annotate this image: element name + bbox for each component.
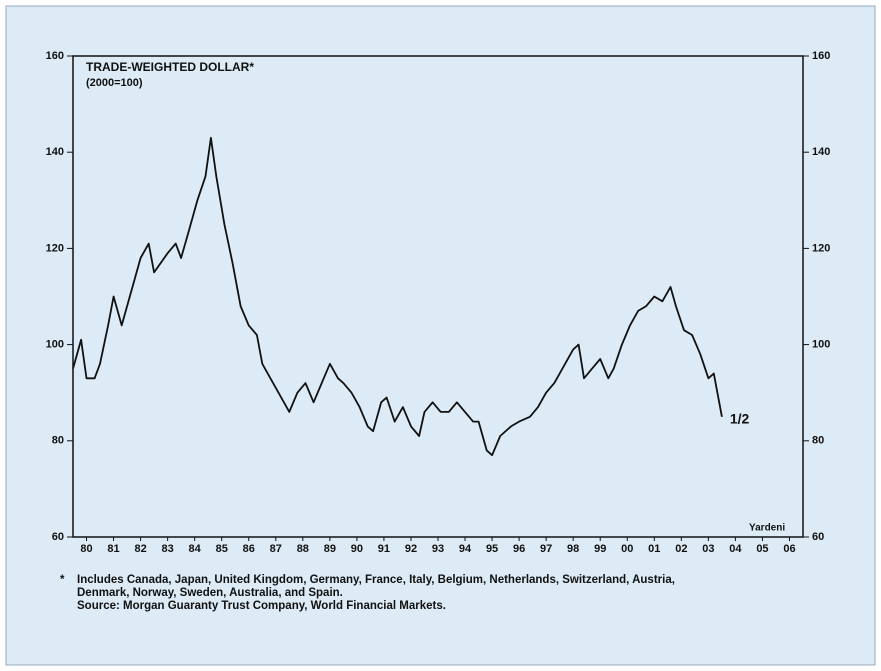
y2-tick-label: 100 <box>812 339 830 351</box>
x-tick-label: 04 <box>729 543 742 555</box>
x-tick-label: 96 <box>513 543 525 555</box>
source-note: Source: Morgan Guaranty Trust Company, W… <box>77 600 446 612</box>
x-tick-label: 95 <box>486 543 498 555</box>
x-tick-label: 03 <box>702 543 714 555</box>
y2-tick-label: 80 <box>812 435 824 447</box>
x-tick-label: 92 <box>405 543 417 555</box>
x-tick-label: 89 <box>324 543 336 555</box>
chart-subtitle: (2000=100) <box>86 77 143 89</box>
x-tick-label: 80 <box>80 543 92 555</box>
y-tick-label: 120 <box>46 242 64 254</box>
x-tick-label: 81 <box>107 543 119 555</box>
x-tick-label: 05 <box>756 543 768 555</box>
background <box>5 5 876 666</box>
y2-tick-label: 120 <box>812 242 830 254</box>
x-tick-label: 86 <box>243 543 255 555</box>
y2-tick-label: 60 <box>812 531 824 543</box>
x-tick-label: 88 <box>297 543 309 555</box>
x-tick-label: 87 <box>270 543 282 555</box>
footnote: Includes Canada, Japan, United Kingdom, … <box>77 574 675 586</box>
x-tick-label: 83 <box>162 543 174 555</box>
x-tick-label: 90 <box>351 543 363 555</box>
y-tick-label: 60 <box>52 531 64 543</box>
x-tick-label: 00 <box>621 543 633 555</box>
x-tick-label: 84 <box>189 543 202 555</box>
x-tick-label: 91 <box>378 543 390 555</box>
x-tick-label: 98 <box>567 543 579 555</box>
y-tick-label: 140 <box>46 146 64 158</box>
source-tag: Yardeni <box>749 523 785 534</box>
y2-tick-label: 140 <box>812 146 830 158</box>
x-tick-label: 94 <box>459 543 472 555</box>
x-tick-label: 97 <box>540 543 552 555</box>
x-tick-label: 99 <box>594 543 606 555</box>
y-tick-label: 80 <box>52 435 64 447</box>
x-tick-label: 06 <box>783 543 795 555</box>
x-tick-label: 01 <box>648 543 660 555</box>
y-tick-label: 160 <box>46 50 64 62</box>
footnote: Denmark, Norway, Sweden, Australia, and … <box>77 587 343 599</box>
x-tick-label: 82 <box>134 543 146 555</box>
end-label: 1/2 <box>730 410 750 426</box>
footnote-mark: * <box>60 574 65 586</box>
data-line <box>72 136 723 457</box>
x-tick-label: 93 <box>432 543 444 555</box>
y-tick-label: 100 <box>46 339 64 351</box>
x-tick-label: 02 <box>675 543 687 555</box>
chart-title: TRADE-WEIGHTED DOLLAR* <box>86 60 254 74</box>
x-tick-label: 85 <box>216 543 228 555</box>
y2-tick-label: 160 <box>812 50 830 62</box>
